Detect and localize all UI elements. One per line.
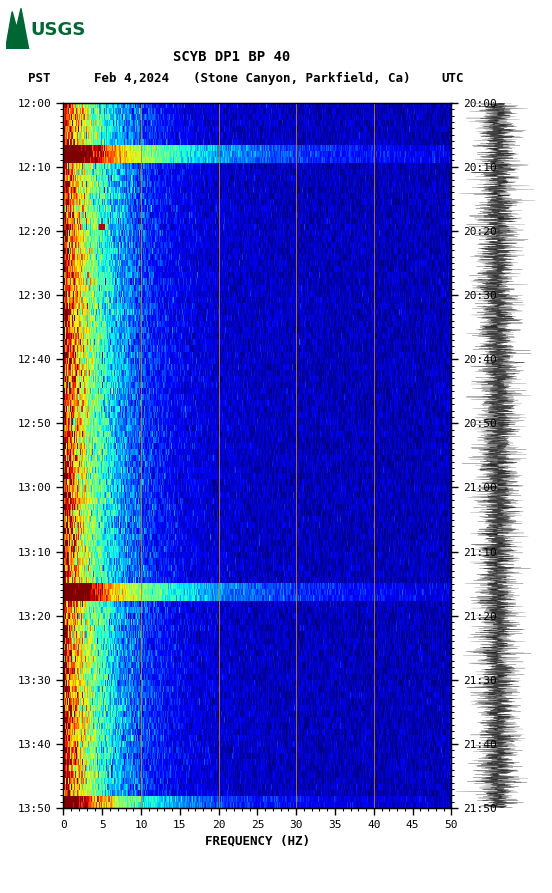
- Text: (Stone Canyon, Parkfield, Ca): (Stone Canyon, Parkfield, Ca): [193, 71, 411, 85]
- Text: PST: PST: [28, 71, 50, 85]
- Polygon shape: [6, 8, 29, 49]
- Text: UTC: UTC: [442, 71, 464, 85]
- X-axis label: FREQUENCY (HZ): FREQUENCY (HZ): [205, 834, 310, 847]
- Text: USGS: USGS: [30, 21, 86, 38]
- Text: SCYB DP1 BP 40: SCYB DP1 BP 40: [173, 50, 290, 64]
- Text: Feb 4,2024: Feb 4,2024: [94, 71, 169, 85]
